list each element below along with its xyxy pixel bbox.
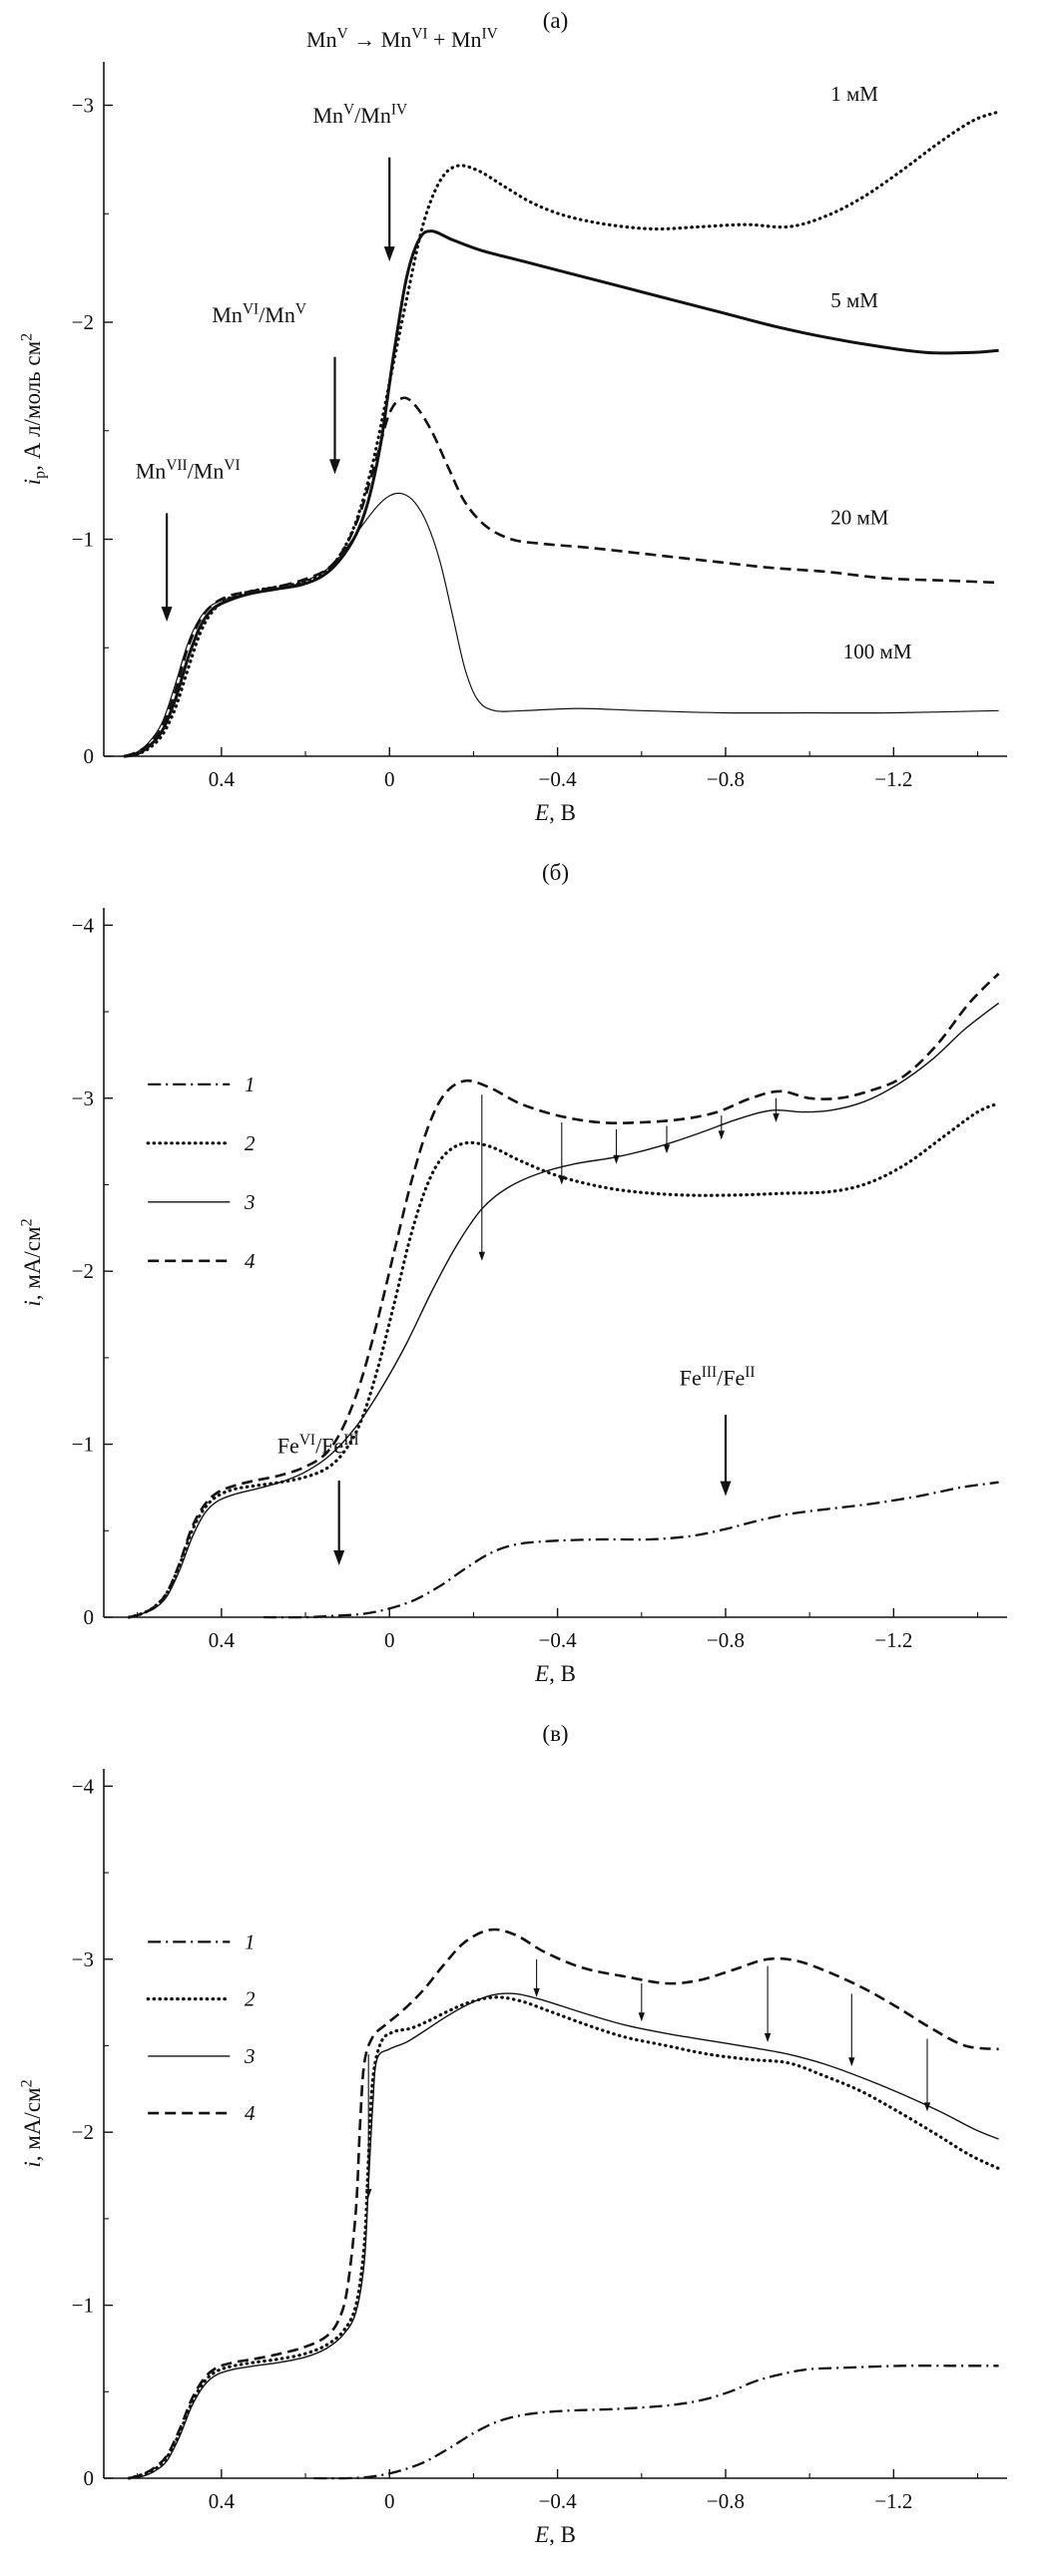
y-tick-label: −2: [72, 1259, 94, 1283]
series-curve-4: [128, 1928, 999, 2480]
difference-arrow-head: [718, 1130, 725, 1140]
legend-label-3: 3: [244, 2044, 256, 2068]
y-tick-label: −4: [72, 913, 95, 937]
panel-title: (б): [542, 860, 569, 885]
series-curve-5-мМ: [124, 229, 999, 758]
annotation-label: MnV/MnIV: [312, 102, 407, 128]
difference-arrow-head: [533, 1987, 540, 1997]
y-tick-label: 0: [84, 744, 95, 768]
legend-label-1: 1: [245, 1073, 256, 1096]
y-tick-label: −1: [72, 528, 94, 552]
series-curve-1: [313, 2364, 999, 2480]
x-tick-label: 0.4: [209, 2489, 236, 2513]
curve-label: 20 мМ: [830, 505, 889, 529]
x-tick-label: −0.8: [707, 767, 745, 791]
y-tick-label: −2: [72, 2120, 94, 2144]
legend-label-1: 1: [245, 1930, 256, 1953]
x-axis-title: E, В: [534, 800, 576, 825]
x-tick-label: 0: [384, 2489, 395, 2513]
x-tick-label: −0.8: [707, 1628, 745, 1652]
difference-arrow-head: [663, 1144, 671, 1154]
x-tick-label: 0.4: [209, 767, 236, 791]
curve-label: 100 мМ: [843, 640, 912, 663]
annotation-label: FeIII/FeII: [680, 1364, 756, 1390]
x-tick-label: −1.2: [874, 2489, 912, 2513]
difference-arrow-head: [923, 2102, 931, 2112]
x-tick-label: 0: [384, 767, 395, 791]
legend-label-4: 4: [245, 1249, 256, 1273]
series-curve-2: [127, 1995, 1001, 2480]
y-tick-label: 0: [84, 2466, 95, 2490]
series-curve-1-мМ: [123, 110, 1001, 758]
y-tick-label: −1: [72, 1433, 94, 1457]
y-tick-label: −3: [72, 94, 94, 118]
x-tick-label: 0: [384, 1628, 395, 1652]
curve-label: 1 мМ: [830, 82, 878, 106]
y-tick-label: −3: [72, 1947, 94, 1971]
x-tick-label: −0.4: [539, 767, 578, 791]
difference-arrow-head: [848, 2057, 855, 2067]
legend-label-2: 2: [245, 1131, 256, 1155]
y-axis-title: i, мА/см2: [18, 1218, 45, 1306]
x-tick-label: −0.4: [539, 2489, 578, 2513]
annotation-label: MnV → MnVI + MnIV: [306, 25, 498, 51]
difference-arrow-head: [365, 2189, 372, 2199]
x-tick-label: −0.8: [707, 2489, 745, 2513]
y-tick-label: −1: [72, 2294, 94, 2318]
series-curve-3: [129, 1002, 1000, 1618]
y-tick-label: −3: [72, 1086, 94, 1110]
difference-arrow-head: [773, 1113, 780, 1122]
legend-label-4: 4: [245, 2101, 256, 2125]
difference-arrow-head: [764, 2033, 772, 2042]
annotation-label: MnVI/MnV: [212, 301, 306, 327]
y-tick-label: 0: [84, 1605, 95, 1629]
panel-a-chart: (а) 0.4 0 −0.4 −0.8 −1.2 0 −1 −2 −3 E, В iр, А л/мо…: [18, 8, 1007, 825]
series-curve-100-мМ: [124, 492, 999, 757]
y-axis-title: i, мА/см2: [18, 2079, 45, 2167]
x-axis-title: E, В: [534, 2522, 576, 2547]
difference-arrow-head: [558, 1175, 565, 1185]
x-tick-label: −0.4: [539, 1628, 578, 1652]
difference-arrow-head: [638, 2012, 645, 2022]
annotation-arrow-head: [333, 1550, 345, 1565]
y-axis-title: iр, А л/моль см2: [18, 333, 48, 485]
annotation-label: FeVI/FeIII: [277, 1432, 359, 1458]
annotation-arrow-head: [329, 459, 340, 475]
panel-v-chart: (в) 0.4 0 −0.4 −0.8 −1.2 0 −1 −2 −3 −4 E, В i, мА/см…: [18, 1721, 1007, 2547]
annotation-arrow-head: [383, 246, 395, 262]
legend-label-3: 3: [244, 1190, 256, 1214]
series-curve-4: [128, 972, 1000, 1619]
x-axis-title: E, В: [534, 1661, 576, 1686]
difference-arrow-head: [613, 1154, 620, 1164]
annotation-arrow-head: [161, 607, 173, 623]
annotation-arrow-head: [720, 1481, 732, 1497]
x-tick-label: −1.2: [874, 1628, 912, 1652]
x-tick-label: 0.4: [209, 1628, 236, 1652]
series-curve-1: [262, 1481, 999, 1619]
difference-arrow-head: [478, 1251, 485, 1261]
series-curve-3: [129, 1992, 999, 2479]
curve-label: 5 мМ: [830, 288, 878, 312]
annotation-label: MnVII/MnVI: [136, 457, 241, 483]
y-tick-label: −2: [72, 310, 94, 334]
series-curve-20-мМ: [124, 396, 999, 758]
legend-label-2: 2: [245, 1987, 256, 2011]
y-tick-label: −4: [72, 1774, 95, 1798]
panel-title: (в): [542, 1721, 568, 1746]
panel-b-chart: (б) 0.4 0 −0.4 −0.8 −1.2 0 −1 −2 −3 −4 E, В i, мА/см…: [18, 860, 1007, 1686]
x-tick-label: −1.2: [874, 767, 912, 791]
panel-title: (а): [543, 8, 569, 33]
